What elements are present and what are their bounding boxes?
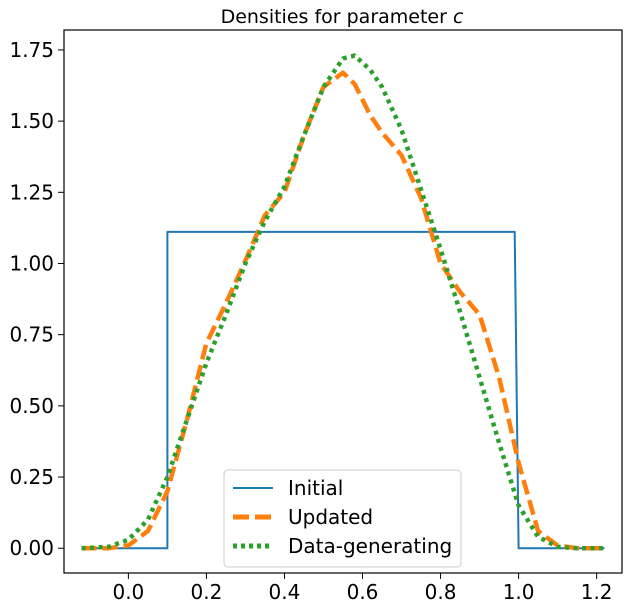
- x-tick-label: 0.2: [191, 580, 223, 604]
- x-tick-label: 1.2: [581, 580, 613, 604]
- y-tick-label: 1.00: [9, 251, 54, 275]
- x-tick-label: 0.8: [425, 580, 457, 604]
- series-line-initial: [81, 230, 605, 550]
- legend-label-updated: Updated: [288, 505, 373, 529]
- legend-label-data-generating: Data-generating: [288, 534, 452, 558]
- y-tick-label: 1.50: [9, 109, 54, 133]
- x-tick-label: 0.0: [112, 580, 144, 604]
- series-line-updated: [81, 70, 605, 551]
- series-layer: [81, 53, 605, 551]
- chart-title-variable: c: [453, 6, 464, 28]
- chart-title-text: Densities for parameter: [221, 6, 453, 28]
- legend: Initial Updated Data-generating: [223, 469, 462, 568]
- legend-box: [223, 469, 462, 568]
- x-tick-label: 1.0: [503, 580, 535, 604]
- chart-title: Densities for parameter c: [221, 6, 464, 28]
- ticks-layer: 0.0 0.2 0.4 0.6 0.8 1.0 1.2 0.00 0.25 0.50 0.75 1.0…: [9, 38, 612, 604]
- y-tick-label: 0.75: [9, 323, 54, 347]
- series-line-data-generating: [81, 53, 605, 551]
- y-tick-label: 1.75: [9, 38, 54, 62]
- y-tick-label: 0.25: [9, 465, 54, 489]
- legend-label-initial: Initial: [288, 476, 343, 500]
- y-tick-label: 0.50: [9, 394, 54, 418]
- x-tick-label: 0.6: [347, 580, 379, 604]
- plot-frame: [63, 29, 623, 574]
- x-tick-label: 0.4: [269, 580, 301, 604]
- y-tick-label: 0.00: [9, 536, 54, 560]
- y-tick-label: 1.25: [9, 180, 54, 204]
